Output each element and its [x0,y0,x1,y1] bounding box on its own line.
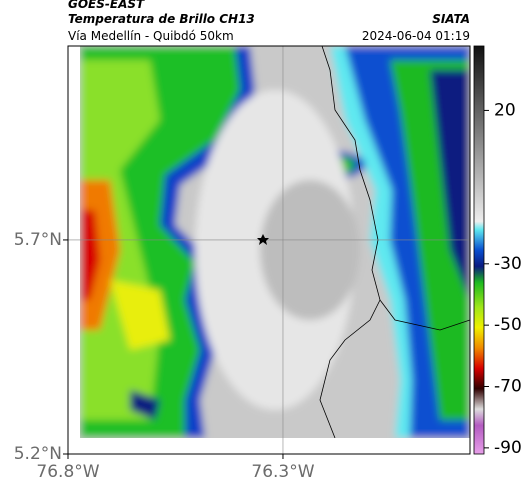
source: GOES-EAST [68,0,145,11]
y-tick-label: 5.7°N [14,230,62,250]
colorbar-tick-label: 20 [494,100,516,120]
title: Temperatura de Brillo CH13 [68,12,255,26]
colorbar [473,45,485,455]
colorbar-tick-label: -30 [494,254,522,274]
colorbar-tick-label: -50 [494,315,522,335]
subtitle: Vía Medellín - Quibdó 50km [68,29,234,43]
colorbar-tick-label: -70 [494,377,522,397]
brand: SIATA [432,12,470,26]
colorbar-tick-label: -90 [494,438,522,458]
x-tick-label: 76.8°W [36,462,99,482]
y-tick-label: 5.2°N [14,444,62,464]
datetime: 2024-06-04 01:19 [362,29,470,43]
map-frame [67,45,471,455]
satellite-image [80,46,470,438]
location-marker [257,234,269,245]
x-tick-label: 76.3°W [251,462,314,482]
